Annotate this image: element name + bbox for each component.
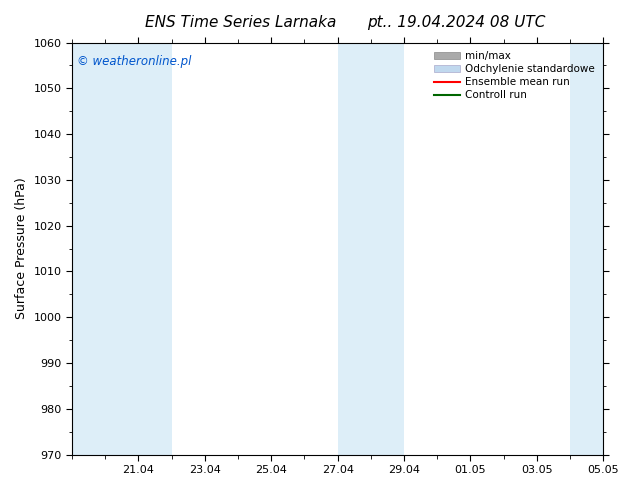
Bar bbox=[570, 43, 620, 455]
Bar bbox=[338, 43, 404, 455]
Text: ENS Time Series Larnaka: ENS Time Series Larnaka bbox=[145, 15, 337, 30]
Legend: min/max, Odchylenie standardowe, Ensemble mean run, Controll run: min/max, Odchylenie standardowe, Ensembl… bbox=[430, 48, 598, 103]
Y-axis label: Surface Pressure (hPa): Surface Pressure (hPa) bbox=[15, 178, 28, 319]
Bar bbox=[72, 43, 172, 455]
Text: pt.. 19.04.2024 08 UTC: pt.. 19.04.2024 08 UTC bbox=[367, 15, 546, 30]
Text: © weatheronline.pl: © weatheronline.pl bbox=[77, 55, 191, 68]
